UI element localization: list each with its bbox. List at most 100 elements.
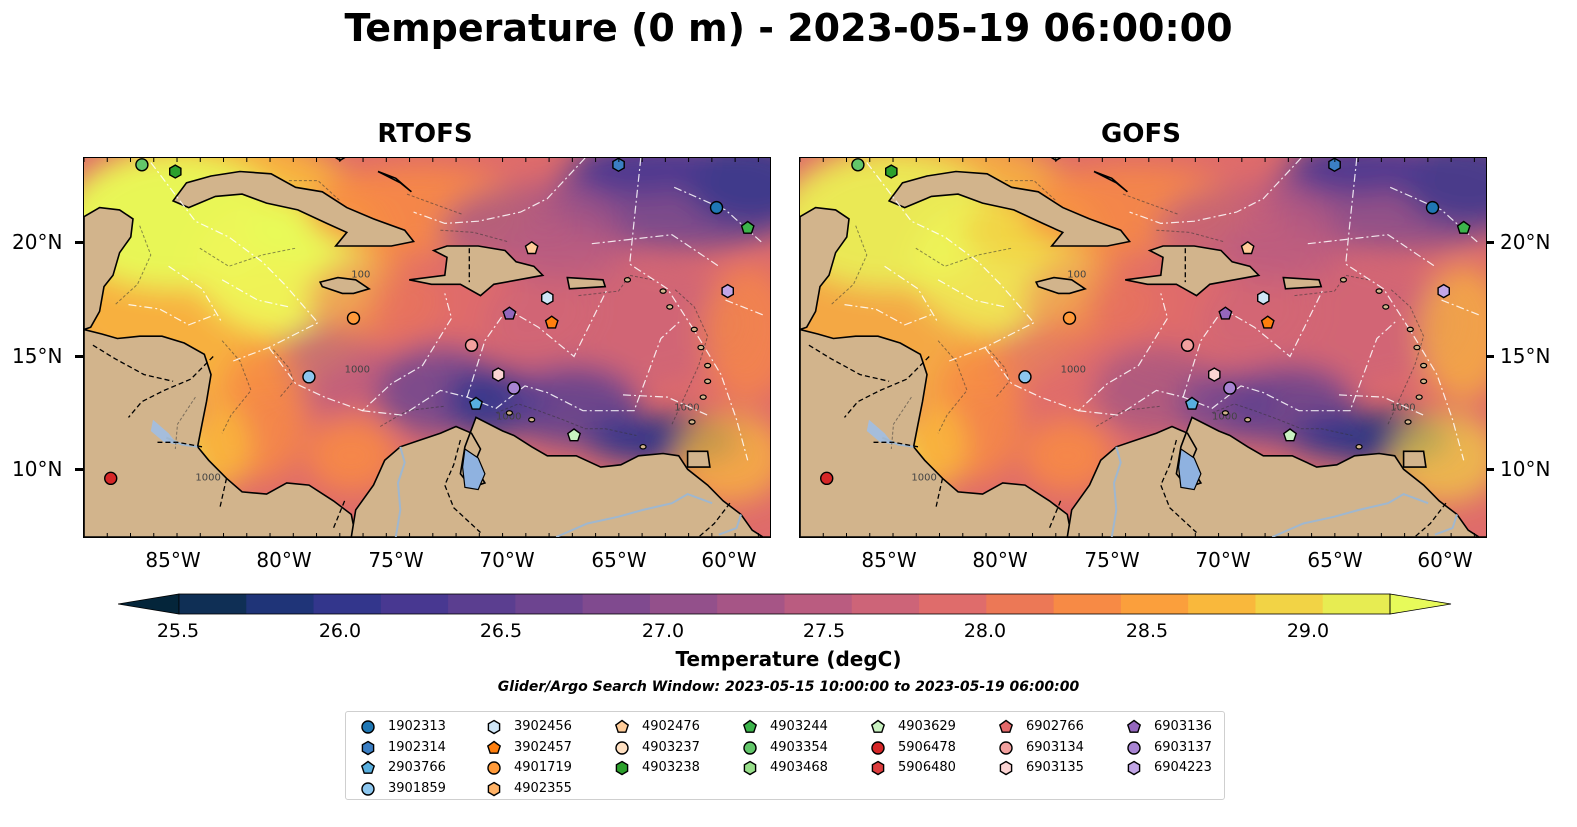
legend-marker-pentagon-icon	[486, 740, 502, 754]
float-marker-5906478[interactable]	[104, 471, 118, 486]
colorbar-extend-low	[118, 593, 180, 615]
country-border	[1414, 502, 1447, 537]
float-marker-6903137[interactable]	[1223, 381, 1237, 395]
small-island	[505, 410, 514, 416]
small-island	[623, 277, 632, 283]
map-panel-rtofs[interactable]: 1000 1000 1000 100 1000	[83, 157, 771, 538]
landmass	[800, 158, 1486, 537]
eez-boundary	[591, 234, 720, 267]
float-marker-6904223[interactable]	[1437, 283, 1450, 299]
float-legend: 1902313 1902314 2903766 3901859 3902456 39024…	[345, 711, 1225, 800]
land-puertoRico	[566, 276, 607, 290]
float-marker-4903244[interactable]	[1456, 220, 1471, 234]
legend-label: 1902313	[388, 719, 446, 734]
small-island	[1413, 344, 1421, 351]
float-marker-3901859[interactable]	[302, 370, 316, 384]
float-marker-4902476[interactable]	[524, 240, 539, 255]
bathymetry-contour	[1294, 274, 1369, 297]
legend-label: 4903237	[642, 739, 700, 755]
float-marker-1902313[interactable]	[709, 200, 724, 215]
country-border	[444, 439, 481, 533]
bathymetry-contour	[174, 396, 196, 450]
float-marker-4903238[interactable]	[168, 164, 182, 179]
float-marker-4903238[interactable]	[884, 164, 898, 179]
river	[166, 436, 198, 448]
legend-label: 6903134	[1026, 739, 1084, 755]
float-marker-4903354[interactable]	[135, 158, 149, 172]
bathymetry-contour	[1211, 403, 1353, 436]
small-island	[659, 288, 667, 294]
map-panel-gofs[interactable]: 1000 1000 1000 100 1000	[799, 157, 1487, 538]
float-marker-4903354[interactable]	[851, 158, 865, 172]
bathymetry-contour	[440, 229, 508, 242]
colorbar-segment	[1120, 594, 1189, 614]
float-marker-6904223[interactable]	[721, 283, 734, 299]
land-puertoRico	[1282, 276, 1323, 290]
small-island	[639, 443, 647, 450]
lat-tick	[1486, 468, 1494, 471]
river	[1110, 446, 1122, 537]
float-marker-6903134[interactable]	[464, 338, 479, 352]
float-marker-4901719[interactable]	[1062, 311, 1077, 325]
float-marker-4902476[interactable]	[1240, 240, 1255, 255]
float-marker-1902313[interactable]	[1425, 200, 1440, 215]
legend-marker-hexagon-icon	[615, 760, 629, 776]
float-marker-6903136[interactable]	[502, 306, 517, 320]
legend-marker-pentagon-icon	[870, 719, 886, 733]
float-marker-6903137[interactable]	[507, 381, 521, 395]
legend-marker	[487, 761, 501, 775]
float-marker-6903136[interactable]	[1218, 306, 1233, 320]
colorbar-segment	[649, 594, 718, 614]
colorbar-segment	[919, 594, 987, 614]
float-marker-4903629[interactable]	[566, 428, 582, 442]
legend-marker-hexagon-icon	[743, 760, 757, 776]
lake-nicaragua	[150, 419, 178, 445]
legend-label: 4903468	[770, 760, 828, 775]
lon-label: 70°W	[1195, 548, 1251, 572]
float-marker-5906478[interactable]	[820, 471, 834, 486]
legend-marker	[999, 740, 1013, 755]
legend-marker-pentagon-icon	[614, 719, 630, 733]
land-cuba	[171, 170, 416, 247]
legend-marker	[743, 740, 757, 755]
float-marker-3902456[interactable]	[541, 290, 554, 306]
float-marker-1902314[interactable]	[1328, 158, 1341, 173]
legend-marker-hexagon-icon	[1127, 760, 1141, 776]
float-marker-6903134[interactable]	[1180, 338, 1195, 352]
legend-marker-circle-icon	[871, 740, 885, 755]
float-marker-1902314[interactable]	[612, 158, 625, 173]
legend-label: 5906478	[898, 739, 956, 755]
float-marker-3902456[interactable]	[1257, 290, 1270, 306]
figure-title: Temperature (0 m) - 2023-05-19 06:00:00	[344, 6, 1233, 50]
contour-label: 1000	[1390, 403, 1415, 414]
eez-boundary	[1078, 319, 1398, 416]
eez-boundary	[984, 293, 1169, 412]
float-marker-6903135[interactable]	[1208, 367, 1221, 382]
float-marker-3902457[interactable]	[544, 315, 559, 329]
legend-marker	[361, 740, 375, 755]
contour-label: 1000	[1212, 412, 1237, 423]
bathymetry-contour	[1387, 288, 1425, 425]
float-marker-4901719[interactable]	[346, 311, 361, 325]
country-border	[332, 500, 346, 529]
float-marker-4903244[interactable]	[740, 220, 755, 234]
float-marker-6903135[interactable]	[492, 367, 505, 382]
bathymetry-contour	[114, 225, 152, 305]
float-marker-2903766[interactable]	[1184, 396, 1200, 410]
country-border	[92, 344, 174, 382]
small-island	[1406, 326, 1414, 333]
small-island	[699, 394, 707, 400]
lat-label-right: 20°N	[1500, 230, 1551, 254]
float-marker-4903629[interactable]	[1282, 428, 1298, 442]
legend-label: 4903244	[770, 719, 828, 734]
float-marker-2903766[interactable]	[468, 396, 484, 410]
small-island	[1339, 277, 1348, 283]
country-border	[873, 441, 919, 448]
legend-marker-circle-icon	[999, 740, 1013, 755]
legend-label: 5906480	[898, 760, 956, 775]
float-marker-3902457[interactable]	[1260, 315, 1275, 329]
legend-marker-hexagon-icon	[487, 719, 501, 735]
land-southAmerica	[1066, 416, 1486, 537]
legend-label: 4901719	[514, 760, 572, 775]
float-marker-3901859[interactable]	[1018, 370, 1032, 384]
